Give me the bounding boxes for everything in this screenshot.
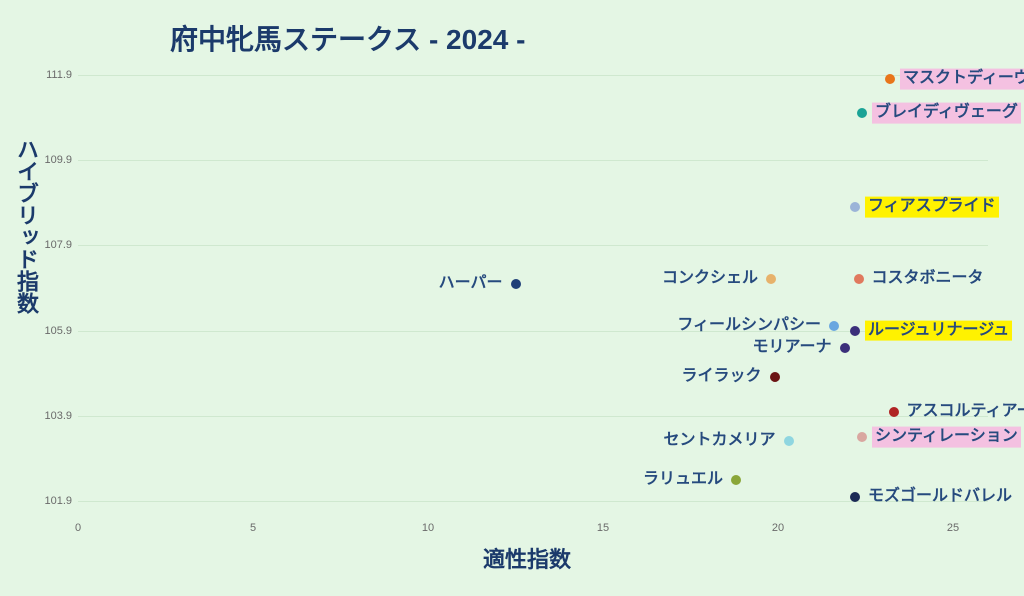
- data-label: ハーパー: [436, 273, 506, 294]
- gridline: [78, 75, 988, 76]
- data-label: ラリュエル: [640, 469, 726, 490]
- y-tick: 101.9: [44, 495, 72, 507]
- data-point: [784, 436, 794, 446]
- gridline: [78, 160, 988, 161]
- x-tick: 25: [947, 522, 959, 534]
- gridline: [78, 245, 988, 246]
- data-label: アスコルティアーモ: [904, 401, 1024, 422]
- x-axis-label: 適性指数: [483, 542, 571, 574]
- data-point: [850, 326, 860, 336]
- data-label: マスクトディーヴァ: [900, 69, 1024, 90]
- data-point: [854, 274, 864, 284]
- chart-container: 府中牝馬ステークス - 2024 - ハイブリッド指数 適性指数 101.9 10…: [0, 0, 1024, 596]
- data-label: ライラック: [678, 367, 764, 388]
- data-label: モズゴールドバレル: [865, 486, 1015, 507]
- data-label: シンティレーション: [872, 427, 1021, 448]
- data-label: セントカメリア: [660, 431, 778, 452]
- y-tick: 111.9: [46, 69, 72, 81]
- data-point: [885, 74, 895, 84]
- x-tick: 0: [75, 522, 81, 534]
- chart-title: 府中牝馬ステークス - 2024 -: [170, 18, 525, 58]
- data-point: [850, 202, 860, 212]
- data-point: [829, 321, 839, 331]
- plot-area: [78, 58, 988, 518]
- data-point: [857, 108, 867, 118]
- data-label: ブレイディヴェーグ: [872, 103, 1021, 124]
- y-tick: 109.9: [44, 154, 72, 166]
- gridline: [78, 416, 988, 417]
- data-point: [511, 279, 521, 289]
- data-label: コンクシェル: [659, 269, 761, 290]
- x-tick: 5: [250, 522, 256, 534]
- data-label: ルージュリナージュ: [865, 320, 1012, 341]
- data-label: コスタボニータ: [869, 269, 987, 290]
- data-label: フィアスプライド: [865, 197, 999, 218]
- y-tick: 103.9: [44, 410, 72, 422]
- x-tick: 10: [422, 522, 434, 534]
- data-point: [889, 407, 899, 417]
- x-tick: 15: [597, 522, 609, 534]
- y-tick: 107.9: [44, 239, 72, 251]
- data-point: [850, 492, 860, 502]
- data-label: フィールシンパシー: [674, 316, 824, 337]
- data-point: [770, 372, 780, 382]
- y-tick: 105.9: [44, 325, 72, 337]
- gridline: [78, 501, 988, 502]
- y-axis-label: ハイブリッド指数: [10, 138, 42, 314]
- data-point: [766, 274, 776, 284]
- data-label: モリアーナ: [749, 337, 834, 358]
- x-tick: 20: [772, 522, 784, 534]
- data-point: [857, 432, 867, 442]
- data-point: [731, 475, 741, 485]
- data-point: [840, 343, 850, 353]
